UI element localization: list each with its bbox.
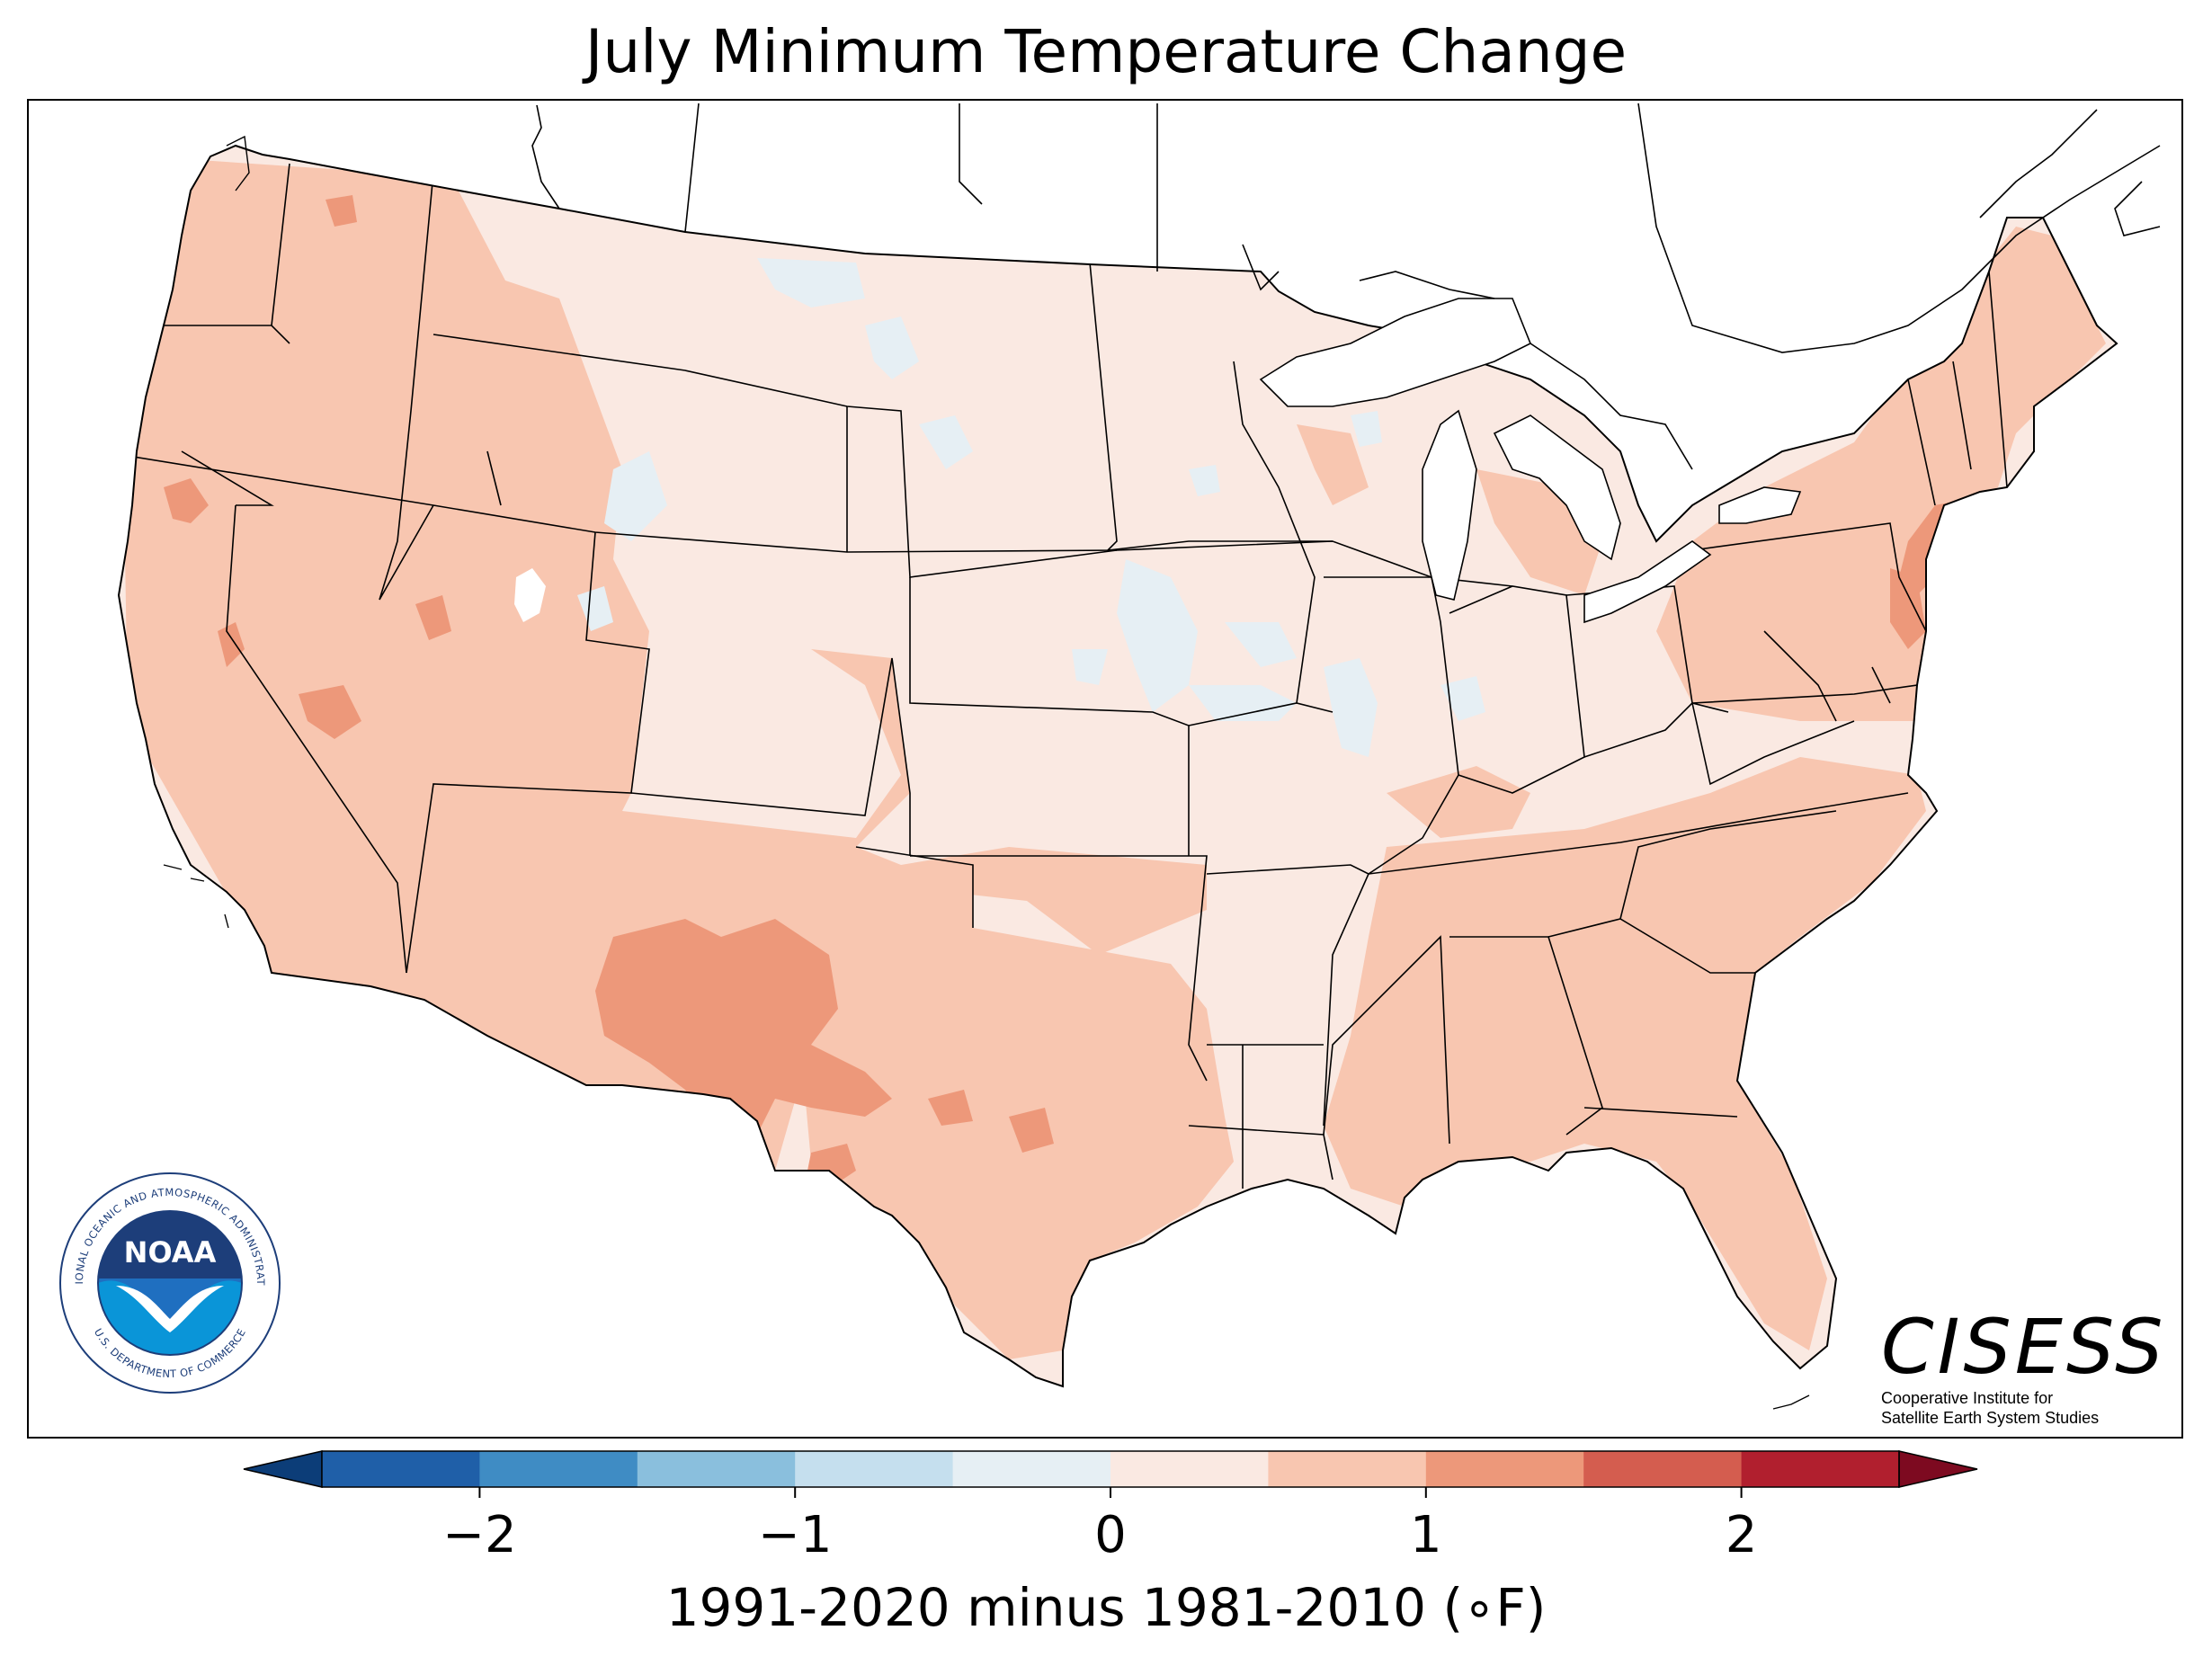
noaa-center-text: NOAA xyxy=(124,1235,217,1270)
colorbar-bin xyxy=(1268,1451,1427,1487)
map-title: July Minimum Temperature Change xyxy=(584,17,1628,86)
colorbar-extend-high xyxy=(1898,1450,1978,1488)
noaa-logo: NATIONAL OCEANIC AND ATMOSPHERIC ADMINIS… xyxy=(53,1161,282,1395)
colorbar: −2 −1 0 1 2 xyxy=(243,1450,1978,1564)
colorbar-ticks: −2 −1 0 1 2 xyxy=(442,1487,1757,1564)
cooling-patch-nebraska-iowa xyxy=(1117,559,1297,721)
great-lakes xyxy=(1259,298,1802,624)
colorbar-extend-low xyxy=(243,1450,323,1488)
great-salt-lake xyxy=(514,568,546,622)
cisess-subtitle-line2: Satellite Earth System Studies xyxy=(1881,1409,2100,1427)
anomaly-region-northeast xyxy=(1656,227,2106,721)
colorbar-bin xyxy=(1425,1451,1584,1487)
hotspot-new-jersey xyxy=(1890,568,1926,649)
lake-erie xyxy=(1583,540,1712,624)
hotspot-central-california xyxy=(164,478,361,964)
cisess-logo: CISESS Cooperative Institute for Satelli… xyxy=(1881,1303,2181,1428)
cooling-patch-wyoming xyxy=(577,451,667,631)
colorbar-bin xyxy=(1741,1451,1900,1487)
hotspot-new-mexico-west-texas xyxy=(595,919,892,1171)
us-temperature-change-map xyxy=(117,102,2161,1410)
colorbar-bin xyxy=(1110,1451,1269,1487)
conus-outline xyxy=(117,144,2118,1388)
cooling-patch-montana xyxy=(757,258,973,469)
colorbar-tick-label: 0 xyxy=(1094,1506,1127,1564)
anomaly-region-southeast xyxy=(1324,757,1926,1350)
anomaly-region-south-plains xyxy=(802,865,1234,1359)
cooling-patch-minnesota-wisconsin xyxy=(1189,411,1382,496)
colorbar-bin xyxy=(322,1451,480,1487)
lake-ontario xyxy=(1718,486,1802,524)
colorbar-label: 1991-2020 minus 1981-2010 (∘F) xyxy=(665,1577,1547,1638)
map-panel: NATIONAL OCEANIC AND ATMOSPHERIC ADMINIS… xyxy=(27,99,2183,1439)
temperature-fields xyxy=(119,155,2106,1359)
colorbar-bin xyxy=(637,1451,796,1487)
colorbar-tick-label: −2 xyxy=(442,1506,517,1564)
colorbar-bins xyxy=(243,1450,1978,1488)
colorbar-tick-label: 2 xyxy=(1726,1506,1758,1564)
coastal-islands xyxy=(163,135,1810,1410)
anomaly-region-midwest xyxy=(1297,424,1602,838)
colorbar-tick-label: −1 xyxy=(758,1506,833,1564)
colorbar-bin xyxy=(479,1451,638,1487)
colorbar-tick-label: 1 xyxy=(1410,1506,1442,1564)
colorbar-bin xyxy=(952,1451,1111,1487)
cisess-name: CISESS xyxy=(1881,1303,2167,1391)
colorbar-bin xyxy=(795,1451,954,1487)
cisess-subtitle-line1: Cooperative Institute for xyxy=(1881,1389,2054,1407)
lake-michigan xyxy=(1422,409,1477,601)
state-boundaries xyxy=(127,163,2053,1189)
international-borders xyxy=(531,102,2161,470)
colorbar-bin xyxy=(1583,1451,1743,1487)
lake-huron xyxy=(1493,414,1621,561)
